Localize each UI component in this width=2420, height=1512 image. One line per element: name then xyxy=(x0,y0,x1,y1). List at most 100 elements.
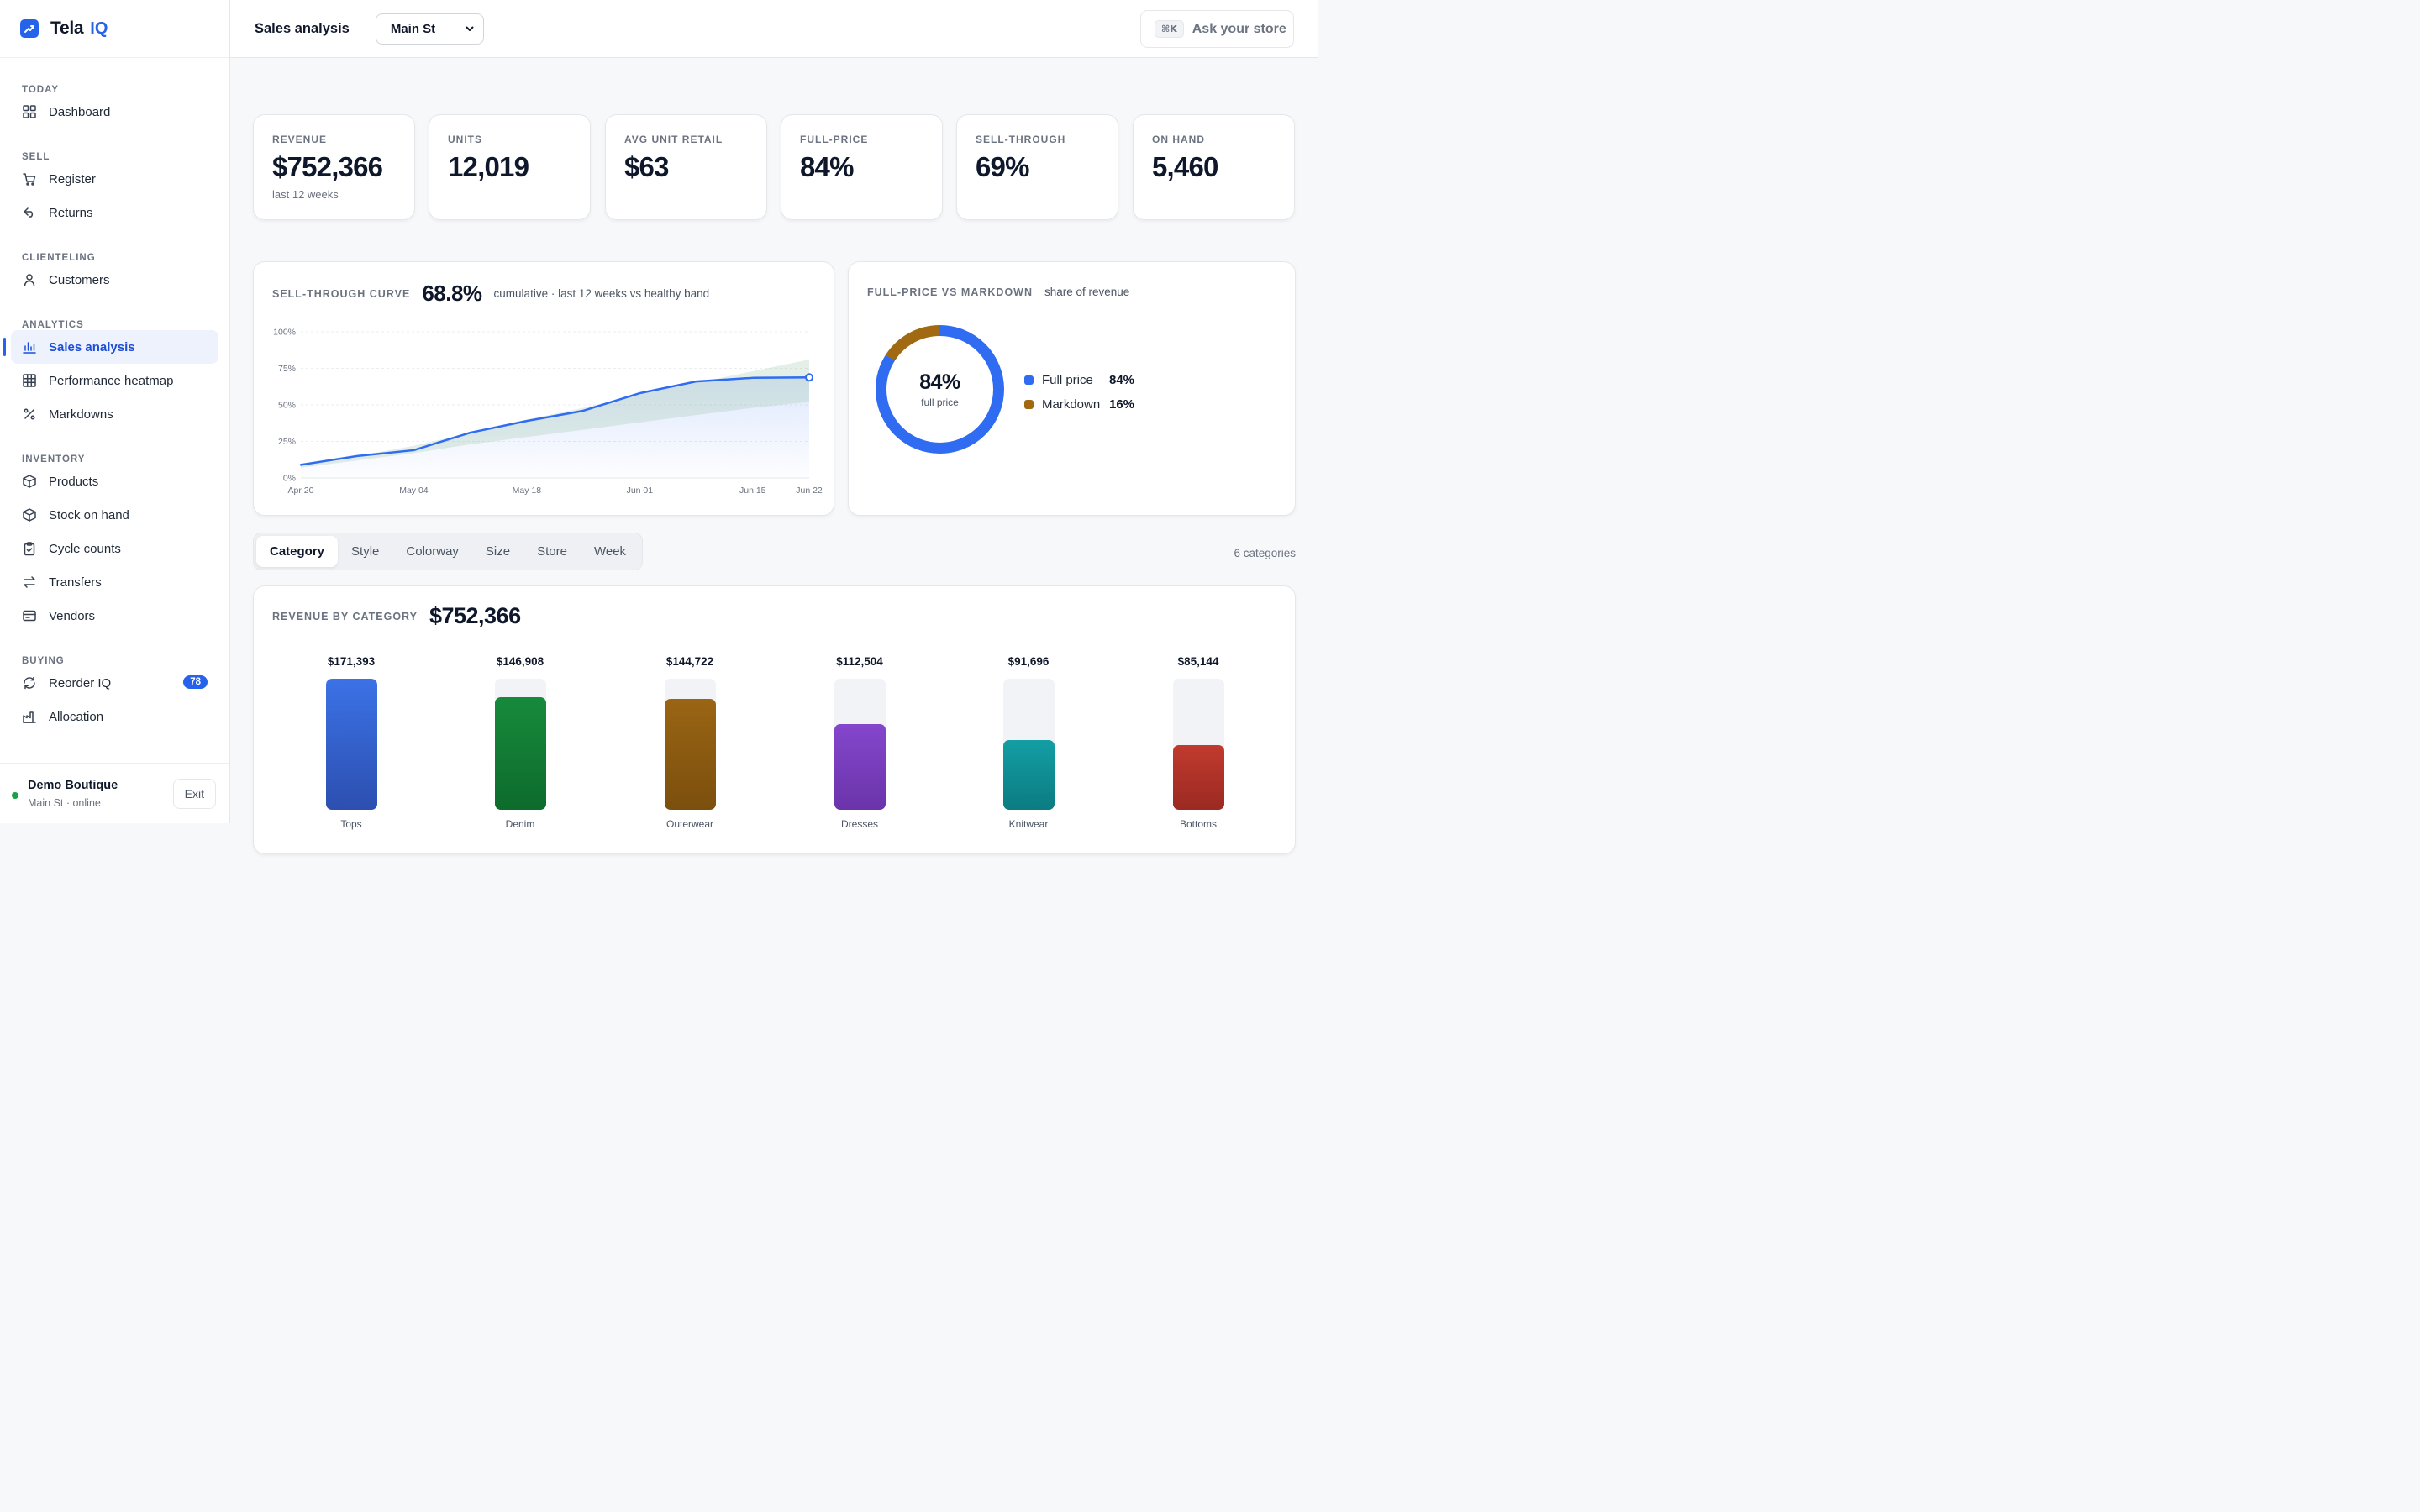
kpi-label: FULL-PRICE xyxy=(800,134,869,145)
sell-through-label: SELL-THROUGH CURVE xyxy=(272,287,411,300)
revenue-by-category-header: REVENUE BY CATEGORY $752,366 xyxy=(272,603,521,629)
sidebar-item-label: Performance heatmap xyxy=(49,373,174,388)
legend-name: Markdown xyxy=(1042,397,1101,412)
exit-button[interactable]: Exit xyxy=(172,779,216,809)
bar-track xyxy=(1002,679,1055,810)
sidebar-item-performance-heatmap[interactable]: Performance heatmap xyxy=(11,364,218,397)
tab-store[interactable]: Store xyxy=(537,544,567,559)
sidebar-item-reorder-iq[interactable]: Reorder IQ 78 xyxy=(11,666,218,700)
revenue-by-category-total: $752,366 xyxy=(429,603,521,628)
sidebar-item-label: Allocation xyxy=(49,709,104,724)
bar-group-outerwear: $144,722 Outerwear xyxy=(639,655,740,830)
bar-track xyxy=(325,679,377,810)
revenue-by-category-card: REVENUE BY CATEGORY $752,366 $171,393 Top… xyxy=(253,585,1296,854)
healthy-band xyxy=(301,360,809,468)
donut-center-label: full price xyxy=(921,396,959,408)
sidebar-item-transfers[interactable]: Transfers xyxy=(11,565,218,599)
bar-outerwear[interactable] xyxy=(664,699,716,810)
sidebar-item-vendors[interactable]: Vendors xyxy=(11,599,218,633)
dimension-tabs: Category Style Colorway Size Store Week xyxy=(253,533,644,570)
bar-bottoms[interactable] xyxy=(1172,745,1224,810)
ask-your-store-button[interactable]: ⌘K Ask your store xyxy=(1140,10,1294,48)
store-status: Main St · online xyxy=(28,796,101,809)
tab-colorway[interactable]: Colorway xyxy=(406,544,459,559)
sidebar-item-products[interactable]: Products xyxy=(11,465,218,498)
nav-section-buying: BUYING xyxy=(22,656,65,666)
kpi-value: 69% xyxy=(976,151,1029,182)
sell-through-header: SELL-THROUGH CURVE 68.8% cumulative · la… xyxy=(272,281,709,307)
nav-section-inventory: INVENTORY xyxy=(22,454,86,465)
bar-track xyxy=(494,679,546,810)
bar-category-label: Dresses xyxy=(840,818,878,830)
ask-your-store-label: Ask your store xyxy=(1192,21,1286,36)
donut-center: 84% full price xyxy=(874,323,1006,455)
sidebar-item-stock-on-hand[interactable]: Stock on hand xyxy=(11,498,218,532)
kpi-card-revenue: REVENUE $752,366 last 12 weeks xyxy=(253,114,415,220)
sidebar-nav: TODAY Dashboard SELL Register Returns CLIENTE… xyxy=(0,58,229,733)
sidebar-item-label: Dashboard xyxy=(49,104,111,119)
nav-section-today: TODAY xyxy=(22,85,59,95)
kpi-value: 84% xyxy=(800,151,854,182)
kpi-card-units: UNITS 12,019 xyxy=(429,114,591,220)
kpi-value: $63 xyxy=(624,151,669,182)
sidebar-item-label: Cycle counts xyxy=(49,541,121,556)
store-select[interactable]: Main St xyxy=(375,13,484,45)
store-select-value: Main St xyxy=(390,21,436,36)
bar-track xyxy=(1172,679,1224,810)
bar-knitwear[interactable] xyxy=(1002,740,1055,810)
nav-section-sell: SELL xyxy=(22,152,50,162)
tab-style[interactable]: Style xyxy=(351,544,380,559)
kpi-value: 12,019 xyxy=(448,151,529,182)
sell-through-line xyxy=(299,376,811,466)
sidebar-item-label: Sales analysis xyxy=(49,339,135,354)
x-tick-label: May 04 xyxy=(399,486,429,496)
logo-trend-icon xyxy=(20,19,39,38)
sidebar-item-sales-analysis[interactable]: Sales analysis xyxy=(3,330,218,364)
bar-denim[interactable] xyxy=(494,697,546,810)
x-tick-label: Jun 22 xyxy=(796,486,823,496)
legend-value: 84% xyxy=(1109,373,1135,387)
sidebar-item-cycle-counts[interactable]: Cycle counts xyxy=(11,532,218,565)
sidebar-item-allocation[interactable]: Allocation xyxy=(11,700,218,733)
brand[interactable]: Tela IQ xyxy=(0,0,229,58)
sidebar-item-returns[interactable]: Returns xyxy=(11,196,218,229)
heatmap-grid-icon xyxy=(22,373,37,388)
sidebar: Tela IQ TODAY Dashboard SELL Register Return… xyxy=(0,0,230,823)
sidebar-item-markdowns[interactable]: Markdowns xyxy=(11,397,218,431)
bar-group-dresses: $112,504 Dresses xyxy=(809,655,910,830)
factory-icon xyxy=(22,709,37,724)
box-icon xyxy=(22,507,37,522)
legend-swatch xyxy=(1024,375,1034,385)
current-point[interactable] xyxy=(805,373,813,382)
tab-category[interactable]: Category xyxy=(256,536,339,567)
sidebar-item-customers[interactable]: Customers xyxy=(11,263,218,297)
donut-center-value: 84% xyxy=(919,370,960,394)
reorder-count-badge: 78 xyxy=(183,675,208,689)
chevron-down-icon xyxy=(466,26,474,31)
shortcut-badge: ⌘K xyxy=(1155,20,1184,38)
transfer-icon xyxy=(22,575,37,590)
bar-category-label: Denim xyxy=(505,818,535,830)
clipboard-icon xyxy=(22,541,37,556)
return-icon xyxy=(22,205,37,220)
kpi-label: UNITS xyxy=(448,134,482,145)
sidebar-item-register[interactable]: Register xyxy=(11,162,218,196)
bar-category-label: Tops xyxy=(340,818,362,830)
vendor-icon xyxy=(22,608,37,623)
kpi-label: SELL-THROUGH xyxy=(976,134,1066,145)
full-price-desc: share of revenue xyxy=(1044,286,1130,298)
tab-size[interactable]: Size xyxy=(485,544,511,559)
bar-group-knitwear: $91,696 Knitwear xyxy=(978,655,1079,830)
tab-week[interactable]: Week xyxy=(593,544,627,559)
grid-icon xyxy=(22,104,37,119)
brand-suffix: IQ xyxy=(90,18,108,38)
bar-group-bottoms: $85,144 Bottoms xyxy=(1148,655,1249,830)
sidebar-item-dashboard[interactable]: Dashboard xyxy=(11,95,218,129)
bar-dresses[interactable] xyxy=(834,724,886,810)
sidebar-item-label: Stock on hand xyxy=(49,507,129,522)
bar-category-label: Outerwear xyxy=(666,818,714,830)
bar-tops[interactable] xyxy=(325,679,377,810)
kpi-value: $752,366 xyxy=(272,151,383,182)
bar-group-tops: $171,393 Tops xyxy=(301,655,402,830)
bar-category-label: Knitwear xyxy=(1008,818,1049,830)
